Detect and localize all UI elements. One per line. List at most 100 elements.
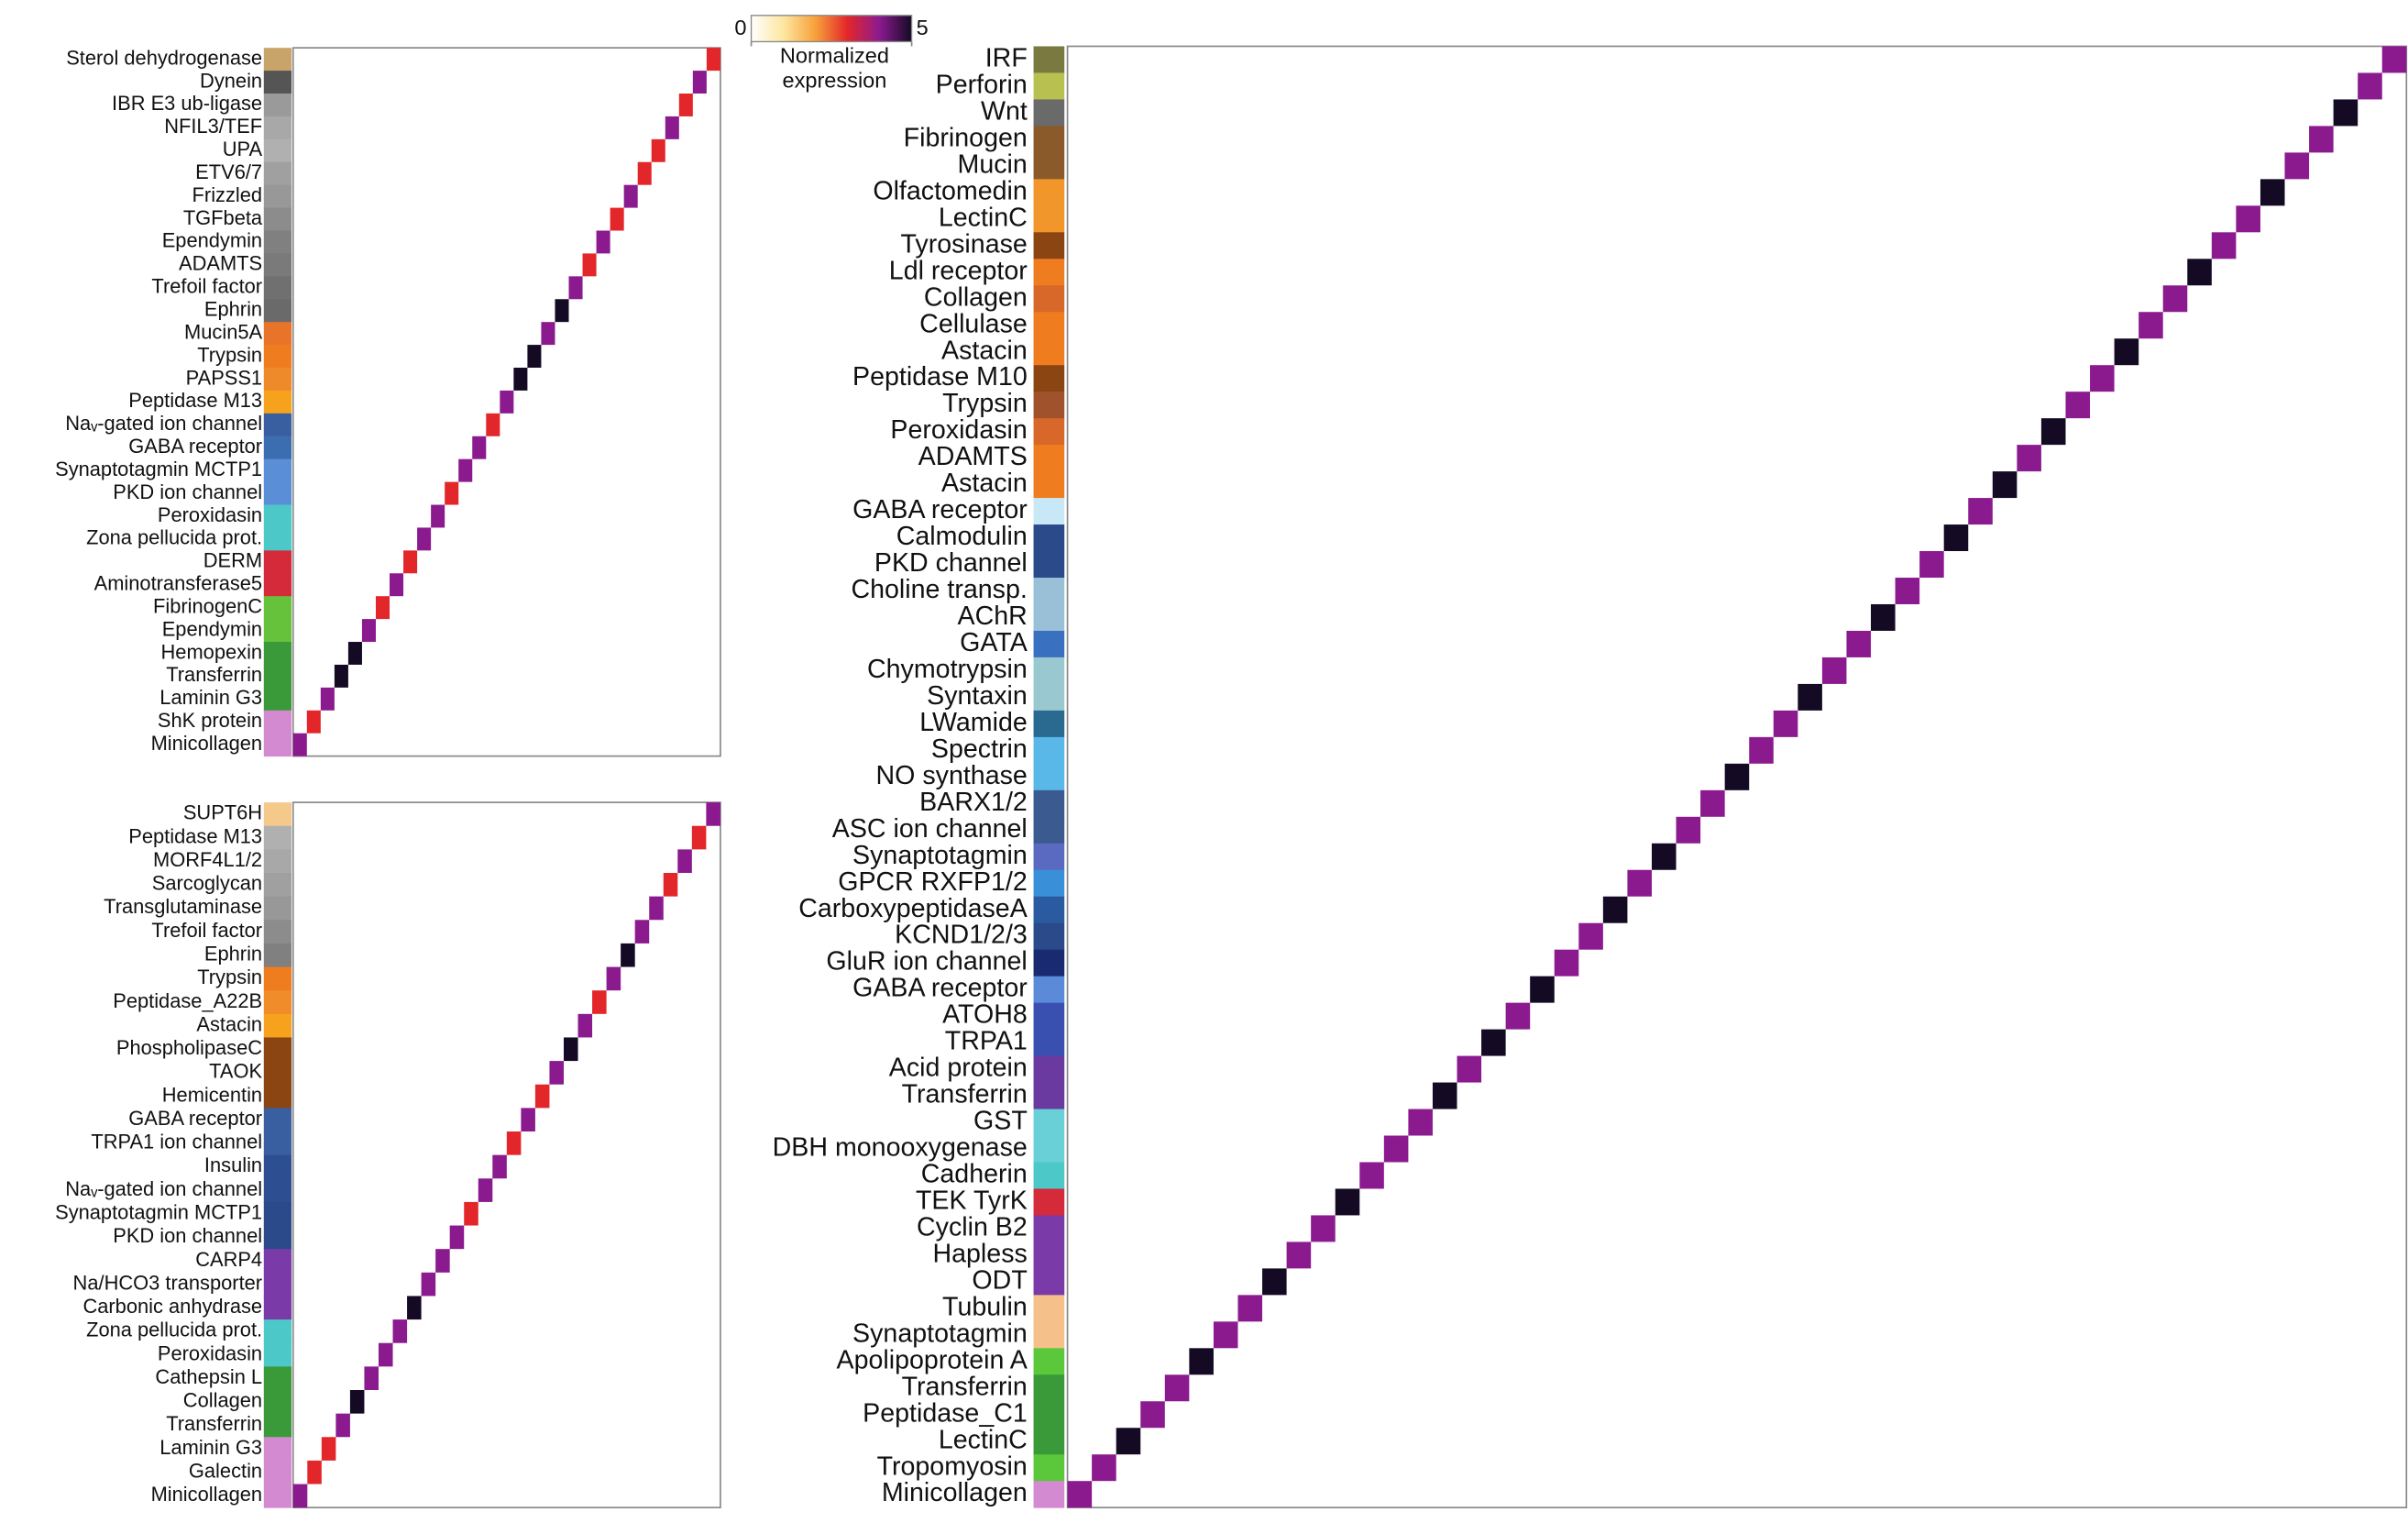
row-label: Syntaxin [927, 681, 1028, 711]
row-label: ETV6/7 [195, 160, 262, 183]
row-label: ASC ion channel [832, 814, 1028, 844]
row-color [1034, 1003, 1065, 1030]
row-label: Peptidase M13 [128, 824, 262, 847]
heatmap-cell [2212, 232, 2237, 259]
row-color [1034, 1242, 1065, 1268]
row-label: UPA [223, 138, 263, 160]
heatmap-cell [597, 231, 610, 254]
row-label: Peptidase_C1 [863, 1398, 1028, 1428]
heatmap-cell [2163, 285, 2188, 312]
heatmap-cell [492, 1155, 507, 1179]
row-label: SUPT6H [183, 801, 262, 824]
row-color [264, 1461, 291, 1484]
row-label: Transferrin [902, 1080, 1028, 1109]
row-color [1034, 897, 1065, 923]
row-label: Peroxidasin [158, 503, 262, 526]
row-color [1034, 338, 1065, 365]
row-color [1034, 126, 1065, 152]
heatmap-cell [2017, 445, 2041, 471]
row-color [264, 849, 291, 873]
heatmap-cell [569, 276, 583, 299]
row-color [264, 162, 291, 185]
row-color [264, 1249, 291, 1273]
row-color [1034, 737, 1065, 764]
row-label: Laminin G3 [159, 686, 262, 709]
row-label: TAOK [209, 1060, 262, 1083]
row-color [1034, 471, 1065, 498]
row-color [1034, 1188, 1065, 1215]
row-color [264, 688, 291, 711]
row-color [1034, 817, 1065, 844]
heatmap-cell [2285, 152, 2310, 179]
row-color [264, 48, 291, 71]
row-label: Mucin5A [184, 320, 262, 343]
row-color [264, 1202, 291, 1226]
row-color [1034, 631, 1065, 657]
row-label: GST [973, 1107, 1028, 1136]
row-color [1034, 445, 1065, 471]
row-label: GluR ion channel [826, 947, 1027, 977]
heatmap-cell [1725, 764, 1750, 790]
row-label: Transferrin [902, 1372, 1028, 1401]
row-color [1034, 1268, 1065, 1295]
row-label: Frizzled [192, 183, 263, 206]
colorbar-tick-label: 0 [734, 16, 746, 39]
heatmap-cell [549, 1061, 564, 1085]
heatmap-cell [1262, 1268, 1287, 1295]
row-label: Choline transp. [851, 575, 1027, 604]
row-label: Synaptotagmin [852, 1319, 1028, 1348]
heatmap-cell [335, 1414, 350, 1438]
row-color [264, 826, 291, 850]
row-label: DBH monooxygenase [773, 1133, 1028, 1163]
row-color [1034, 1454, 1065, 1481]
heatmap-cell [2236, 205, 2260, 232]
row-color [264, 436, 291, 459]
row-color [1034, 977, 1065, 1003]
row-color [264, 208, 291, 231]
row-color [1034, 764, 1065, 790]
row-label: Chymotrypsin [867, 655, 1028, 684]
heatmap-cell [1481, 1030, 1506, 1056]
row-label: BARX1/2 [919, 788, 1028, 817]
row-label: Zona pellucida prot. [86, 1319, 262, 1341]
row-label: TRPA1 ion channel [91, 1131, 262, 1153]
heatmap-cell [450, 1226, 465, 1250]
row-label: Laminin G3 [159, 1436, 262, 1459]
row-label: Naᵥ-gated ion channel [65, 412, 262, 435]
row-label: Hemopexin [161, 640, 263, 663]
row-label: NFIL3/TEF [164, 115, 262, 138]
row-color [1034, 1162, 1065, 1188]
heatmap-cell [664, 873, 678, 897]
heatmap-cell [1433, 1083, 1457, 1109]
row-color [1034, 684, 1065, 711]
row-label: Ephrin [204, 943, 262, 966]
row-label: Transferrin [166, 663, 262, 686]
heatmap-cell [1287, 1242, 1312, 1268]
heatmap-cell [422, 1273, 436, 1297]
row-color [1034, 232, 1065, 259]
row-color [264, 1437, 291, 1461]
heatmap-cell [707, 48, 720, 71]
heatmap-cell [1846, 631, 1871, 657]
row-color [1034, 1401, 1065, 1428]
heatmap-cell [500, 391, 513, 414]
row-color [1034, 551, 1065, 578]
row-color [264, 1014, 291, 1038]
row-color [1034, 1295, 1065, 1321]
row-color [264, 802, 291, 826]
row-color [1034, 578, 1065, 604]
heatmap-cell [652, 139, 665, 162]
colorbar-label: expression [783, 68, 887, 92]
row-color [1034, 418, 1065, 445]
row-color [264, 322, 291, 345]
heatmap-cell [1871, 604, 1896, 631]
row-label: Ldl receptor [889, 256, 1028, 285]
row-label: Perforin [936, 71, 1028, 100]
row-label: Tropomyosin [877, 1451, 1028, 1481]
heatmap-cell [1068, 1481, 1093, 1507]
row-color [264, 414, 291, 436]
row-label: PKD ion channel [113, 1224, 262, 1247]
row-color [1034, 1056, 1065, 1083]
heatmap-cell [1944, 524, 1969, 551]
heatmap-cell [583, 253, 597, 276]
